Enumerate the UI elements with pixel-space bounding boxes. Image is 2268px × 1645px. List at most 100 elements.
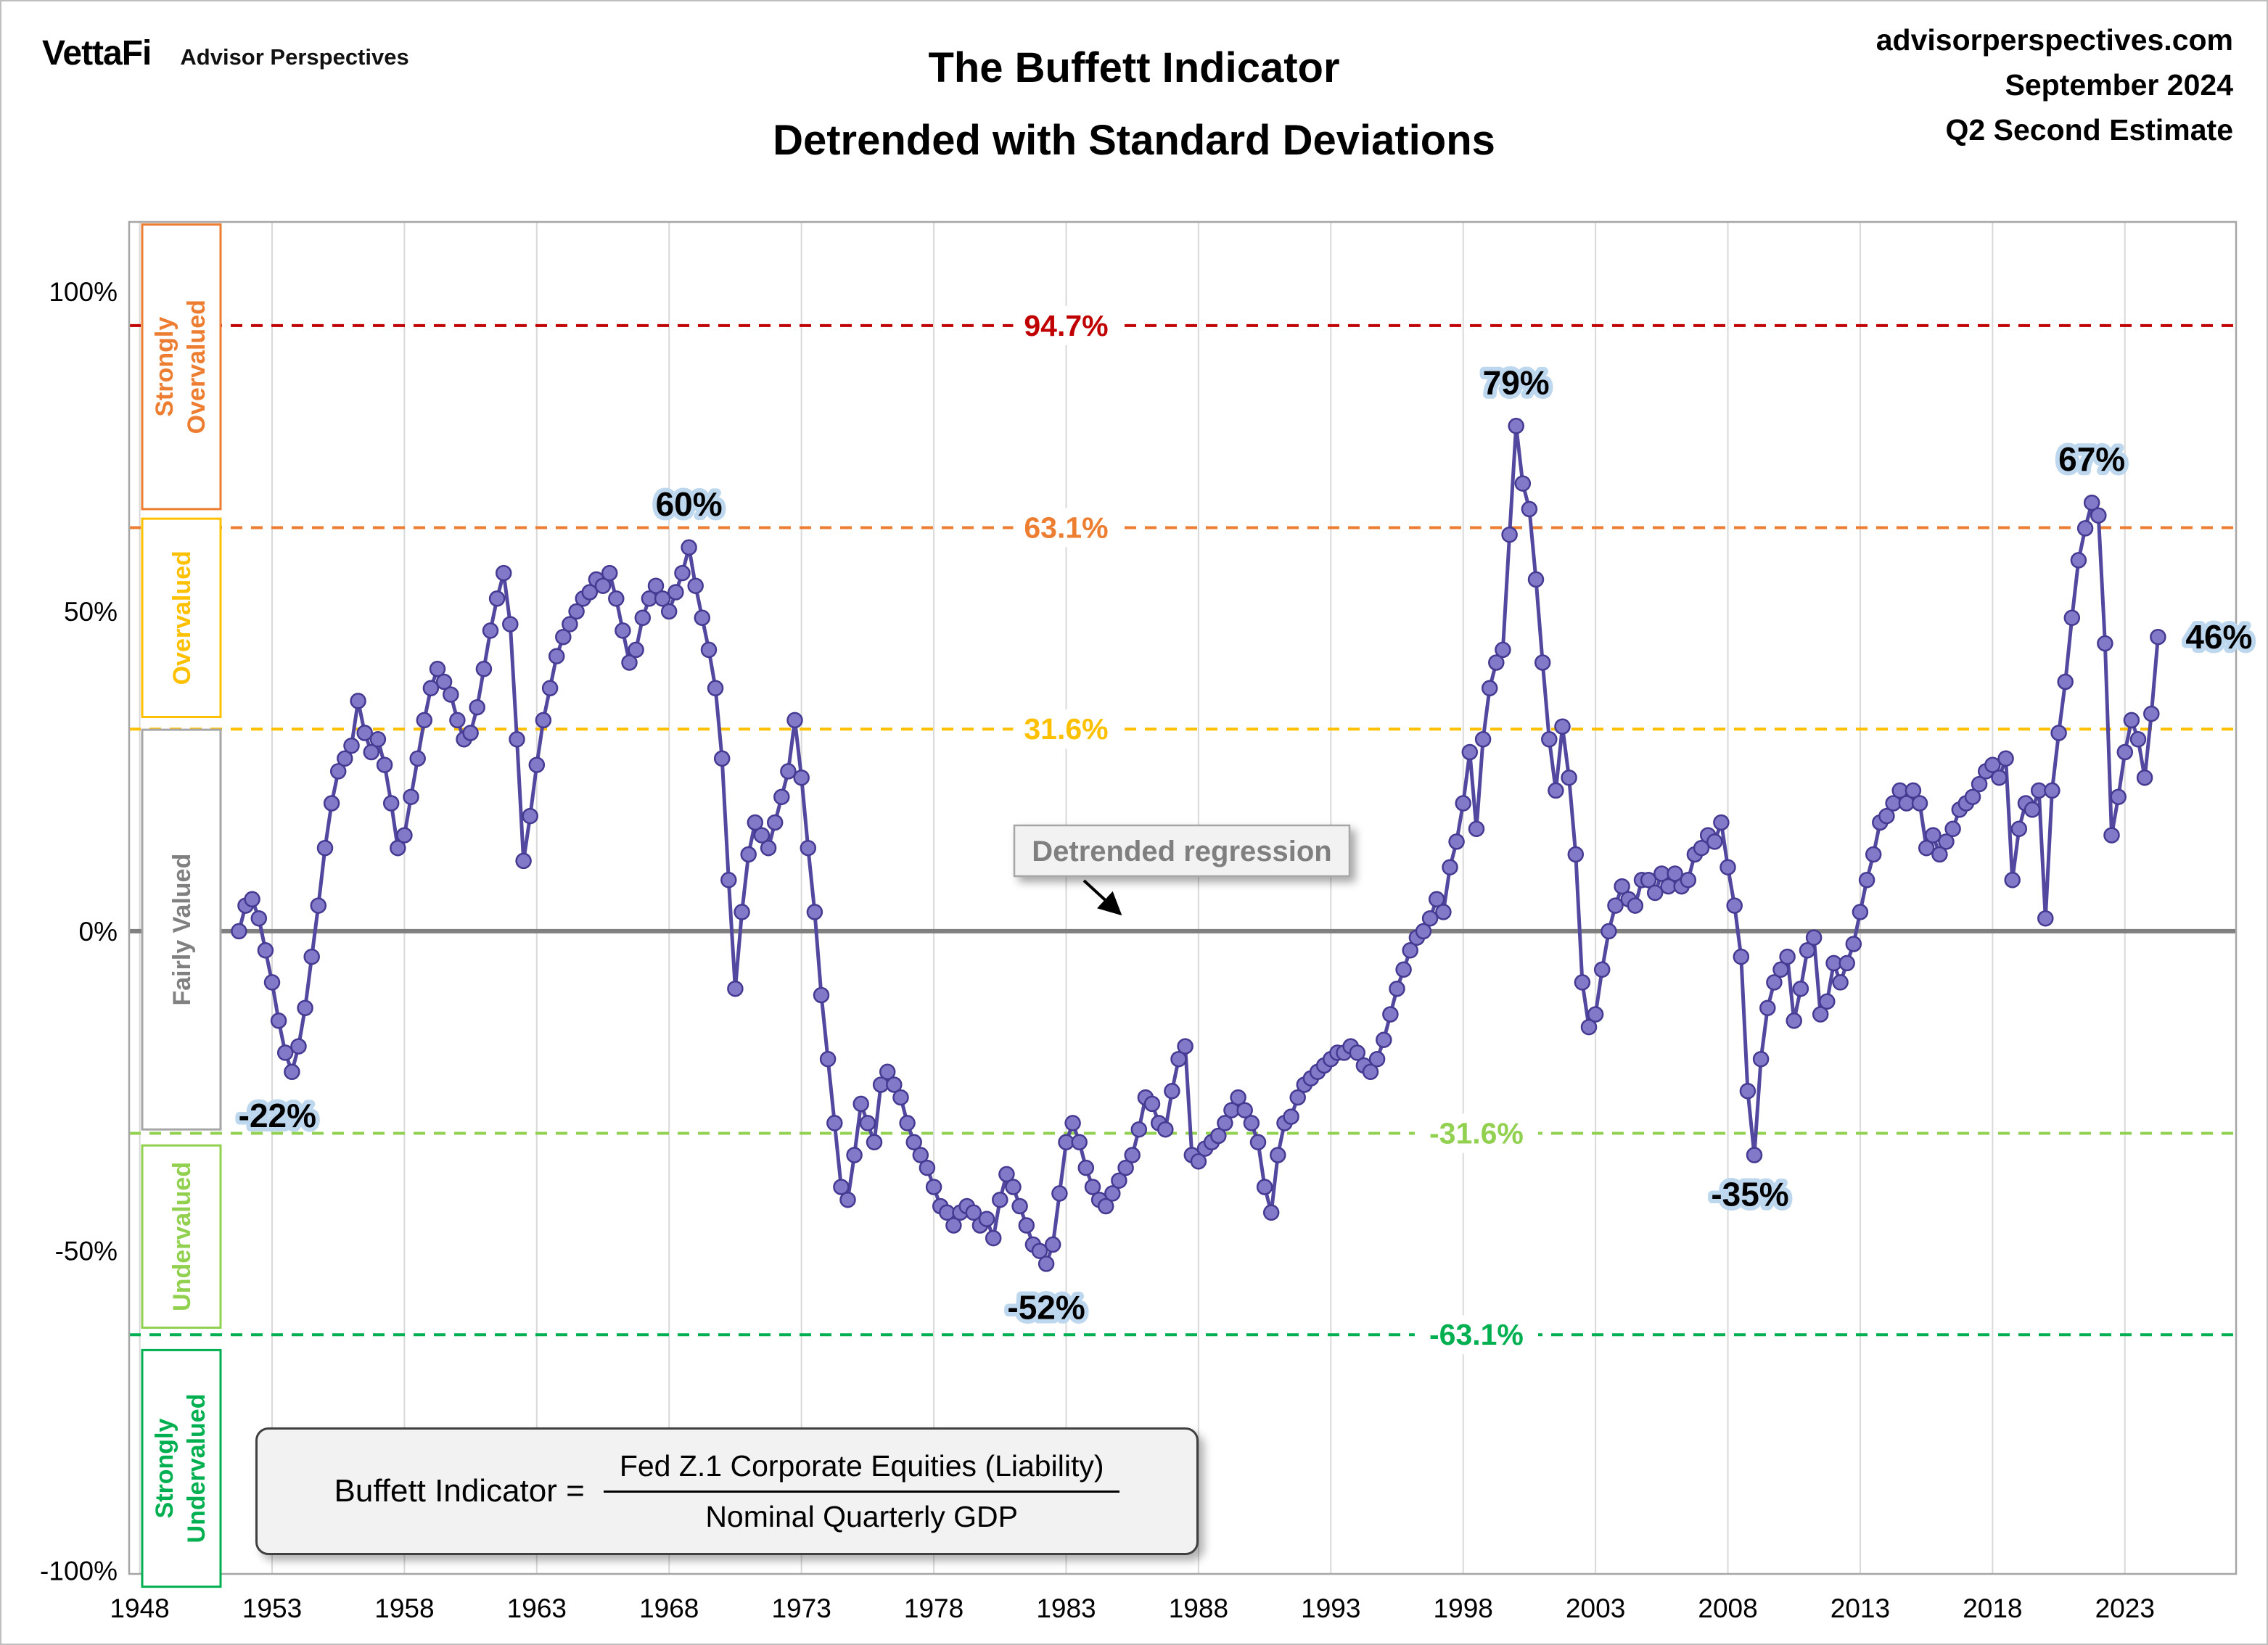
- data-point: [879, 1063, 896, 1081]
- zone-box: [141, 1144, 222, 1329]
- data-point: [290, 1038, 307, 1055]
- data-point: [1561, 769, 1577, 786]
- data-point: [1746, 1147, 1763, 1163]
- data-point: [985, 1229, 1002, 1247]
- x-axis-label: 1993: [1301, 1594, 1360, 1623]
- detrended-regression-callout: Detrended regression: [1013, 824, 1351, 916]
- data-point: [1733, 948, 1750, 965]
- data-point: [443, 686, 459, 703]
- data-point: [369, 731, 387, 748]
- data-point: [1614, 878, 1630, 895]
- plot-frame: [128, 220, 2238, 1575]
- data-point: [912, 1147, 929, 1163]
- data-point: [1593, 961, 1611, 978]
- x-axis-label: 1963: [507, 1594, 567, 1623]
- data-point: [2110, 788, 2127, 805]
- data-point: [316, 839, 334, 857]
- point-label-67%: 67%: [2058, 440, 2125, 478]
- data-point: [1627, 897, 1644, 914]
- data-point: [1018, 1217, 1035, 1234]
- data-point: [2103, 827, 2120, 844]
- data-point: [1389, 980, 1405, 997]
- data-point: [263, 974, 281, 991]
- data-point: [1680, 872, 1697, 889]
- data-point: [892, 1089, 909, 1106]
- data-point: [2123, 712, 2140, 729]
- data-point: [1474, 731, 1492, 748]
- data-point: [535, 712, 552, 729]
- chart-title: The Buffett Indicator: [928, 44, 1340, 91]
- data-point: [780, 763, 797, 780]
- point-label-60%: 60%: [656, 485, 723, 523]
- data-point: [1395, 961, 1412, 978]
- data-point: [681, 539, 697, 556]
- data-point: [422, 680, 440, 697]
- data-point: [1283, 1108, 1299, 1125]
- chart-title-block: The Buffett Indicator Detrended with Sta…: [773, 32, 1495, 177]
- data-point: [363, 743, 380, 761]
- data-point: [654, 590, 671, 607]
- data-point: [760, 839, 777, 857]
- data-point: [509, 731, 525, 748]
- data-point: [568, 603, 585, 620]
- formula-denominator: Nominal Quarterly GDP: [705, 1499, 1018, 1533]
- data-point: [1230, 1089, 1246, 1106]
- data-point: [621, 654, 638, 671]
- formula-box: Buffett Indicator = Fed Z.1 Corporate Eq…: [255, 1427, 1199, 1555]
- x-axis-label: 1983: [1036, 1594, 1096, 1623]
- data-point: [1713, 814, 1730, 831]
- threshold-label: -63.1%: [1429, 1318, 1524, 1351]
- data-point: [1964, 788, 1981, 805]
- x-axis-label: 2023: [2095, 1594, 2155, 1623]
- svg-text:Undervalued: Undervalued: [183, 1394, 210, 1543]
- data-point: [1720, 859, 1736, 875]
- y-axis-label: -100%: [40, 1557, 118, 1586]
- data-point: [2097, 635, 2113, 652]
- data-point: [284, 1063, 300, 1081]
- data-point: [1607, 897, 1624, 914]
- data-point: [1143, 1095, 1161, 1113]
- data-point: [337, 750, 353, 767]
- data-point: [2057, 673, 2074, 690]
- data-point: [310, 897, 327, 914]
- estimate-label: Q2 Second Estimate: [1945, 113, 2233, 147]
- zone-box: [141, 1348, 222, 1588]
- data-point: [594, 577, 612, 594]
- data-point: [1428, 891, 1445, 908]
- data-point: [1812, 1006, 1829, 1023]
- data-point: [846, 1147, 863, 1163]
- data-point: [1779, 948, 1796, 965]
- data-point: [1011, 1197, 1028, 1215]
- data-point: [839, 1191, 856, 1208]
- data-point: [429, 661, 446, 677]
- data-point: [1918, 839, 1935, 857]
- data-point: [1217, 1115, 1233, 1131]
- data-point: [734, 904, 750, 920]
- data-point: [747, 814, 764, 831]
- threshold-label-bg: [1013, 305, 1119, 345]
- data-point: [396, 827, 413, 844]
- data-point: [1243, 1115, 1260, 1131]
- data-point: [1190, 1153, 1207, 1170]
- data-point: [740, 846, 757, 863]
- data-point: [548, 648, 565, 664]
- zone-label: Overvalued: [168, 551, 196, 685]
- point-label--35%: -35%: [1711, 1175, 1788, 1213]
- data-point: [1527, 571, 1545, 588]
- advisor-perspectives-label: Advisor Perspectives: [180, 44, 409, 70]
- data-point: [1587, 1006, 1604, 1023]
- data-point: [1111, 1172, 1127, 1189]
- data-point: [674, 564, 691, 582]
- data-point: [2037, 910, 2054, 927]
- data-point: [1488, 654, 1505, 671]
- data-point: [1991, 769, 2008, 786]
- data-point: [522, 807, 538, 825]
- data-point: [2083, 494, 2100, 511]
- data-point: [1382, 1006, 1399, 1023]
- data-point: [1415, 923, 1432, 940]
- data-point: [813, 986, 830, 1004]
- data-point: [250, 910, 268, 927]
- data-point: [581, 584, 599, 601]
- data-point: [1944, 820, 1961, 838]
